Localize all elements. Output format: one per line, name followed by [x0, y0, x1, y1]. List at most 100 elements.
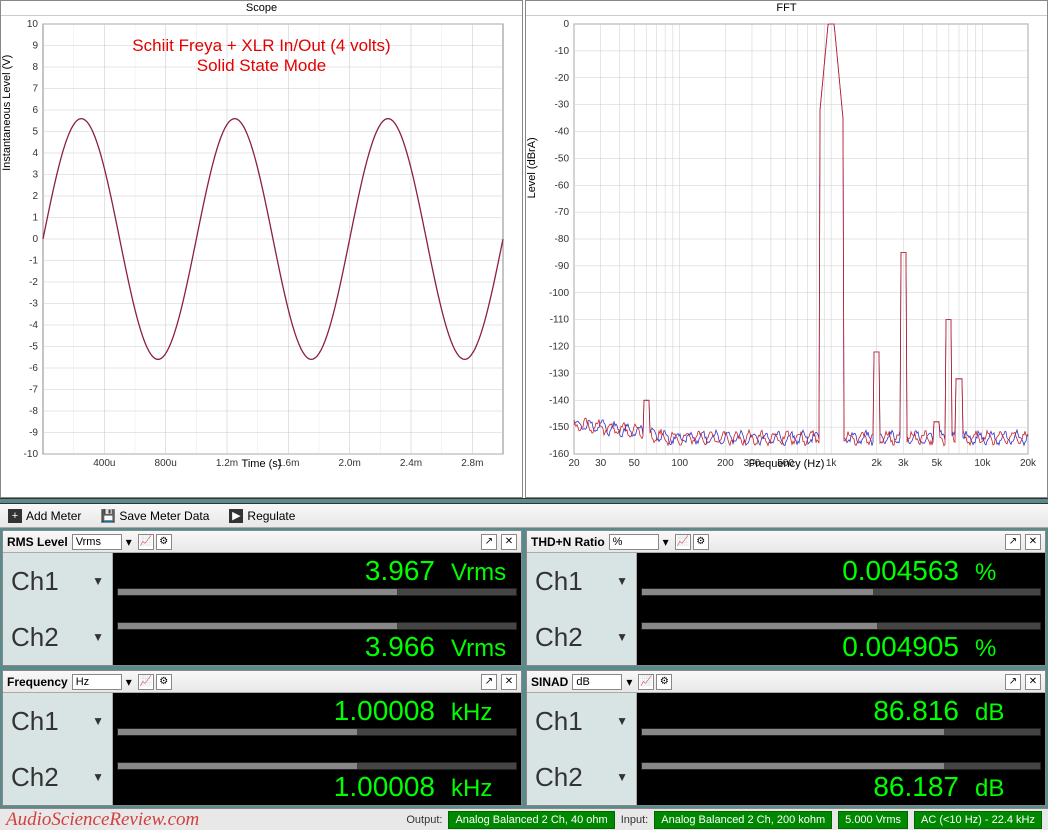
svg-text:1: 1: [32, 213, 38, 224]
thdn-ch2-unit: %: [975, 635, 1035, 663]
svg-text:1k: 1k: [826, 458, 838, 469]
sinad-ch2-label[interactable]: Ch2▼: [527, 749, 637, 805]
popout-icon[interactable]: ↗: [481, 534, 497, 550]
status-bar: AudioScienceReview.com Output: Analog Ba…: [0, 808, 1048, 830]
close-icon[interactable]: ✕: [1025, 534, 1041, 550]
freq-ch2-label[interactable]: Ch2▼: [3, 749, 113, 805]
svg-text:7: 7: [32, 84, 38, 95]
svg-text:3k: 3k: [898, 458, 910, 469]
svg-text:20: 20: [568, 458, 580, 469]
rms-ch2-value: 3.966: [365, 631, 435, 663]
rms-ch1-label[interactable]: Ch1▼: [3, 553, 113, 609]
chevron-down-icon[interactable]: ▼: [92, 574, 104, 588]
chevron-down-icon[interactable]: ▼: [616, 574, 628, 588]
rms-ch2-label[interactable]: Ch2▼: [3, 609, 113, 665]
sinad-ch1-unit: dB: [975, 699, 1035, 727]
thdn-unit-select[interactable]: %: [609, 534, 659, 550]
scope-xlabel: Time (s): [242, 458, 282, 470]
svg-text:10: 10: [27, 19, 39, 30]
add-meter-button[interactable]: + Add Meter: [4, 507, 85, 525]
freq-ch2-unit: kHz: [451, 775, 511, 803]
sinad-unit-select[interactable]: dB: [572, 674, 622, 690]
gear-icon[interactable]: ⚙: [693, 534, 709, 550]
svg-text:100: 100: [671, 458, 688, 469]
meters-grid: RMS Level Vrms▾ 📈 ⚙ ↗ ✕ Ch1▼ 3.967Vrms C…: [0, 528, 1048, 808]
chevron-down-icon[interactable]: ▼: [616, 714, 628, 728]
thdn-ch1-value: 0.004563: [842, 555, 959, 587]
output-badge[interactable]: Analog Balanced 2 Ch, 40 ohm: [448, 811, 614, 829]
bw-badge[interactable]: AC (<10 Hz) - 22.4 kHz: [914, 811, 1042, 829]
svg-text:20k: 20k: [1020, 458, 1037, 469]
chevron-down-icon[interactable]: ▼: [92, 714, 104, 728]
chevron-down-icon[interactable]: ▼: [92, 770, 104, 784]
regulate-label: Regulate: [247, 509, 295, 523]
rms-ch2-unit: Vrms: [451, 635, 511, 663]
thdn-ch2-value: 0.004905: [842, 631, 959, 663]
chevron-down-icon[interactable]: ▼: [616, 630, 628, 644]
svg-text:-8: -8: [29, 406, 38, 417]
svg-text:-20: -20: [555, 73, 570, 84]
close-icon[interactable]: ✕: [501, 534, 517, 550]
svg-text:2: 2: [32, 191, 38, 202]
svg-text:2.8m: 2.8m: [461, 458, 483, 469]
sinad-panel: SINAD dB▾ 📈 ⚙ ↗ ✕ Ch1▼ 86.816dB Ch2▼: [526, 670, 1046, 806]
svg-text:10k: 10k: [974, 458, 991, 469]
svg-text:-9: -9: [29, 428, 38, 439]
freq-ch1-label[interactable]: Ch1▼: [3, 693, 113, 749]
thdn-ch1-label[interactable]: Ch1▼: [527, 553, 637, 609]
fft-panel: FFT 0-10-20-30-40-50-60-70-80-90-100-110…: [525, 0, 1048, 498]
thdn-panel: THD+N Ratio %▾ 📈 ⚙ ↗ ✕ Ch1▼ 0.004563% Ch…: [526, 530, 1046, 666]
svg-text:-110: -110: [550, 315, 570, 326]
popout-icon[interactable]: ↗: [1005, 534, 1021, 550]
freq-ch1-unit: kHz: [451, 699, 511, 727]
scope-chart-area[interactable]: Schiit Freya + XLR In/Out (4 volts) Soli…: [1, 16, 522, 476]
thdn-header: THD+N Ratio %▾ 📈 ⚙ ↗ ✕: [527, 531, 1045, 553]
regulate-button[interactable]: ▶ Regulate: [225, 507, 299, 525]
svg-text:0: 0: [563, 19, 569, 30]
svg-text:-1: -1: [29, 256, 38, 267]
chevron-down-icon[interactable]: ▼: [616, 770, 628, 784]
thdn-ch1-unit: %: [975, 559, 1035, 587]
rms-ch1-value: 3.967: [365, 555, 435, 587]
dropdown-arrow-icon[interactable]: ▾: [126, 675, 132, 689]
freq-unit-select[interactable]: Hz: [72, 674, 122, 690]
level-badge[interactable]: 5.000 Vrms: [838, 811, 908, 829]
scope-panel: Scope Schiit Freya + XLR In/Out (4 volts…: [0, 0, 523, 498]
dropdown-arrow-icon[interactable]: ▾: [663, 535, 669, 549]
sinad-ch2-value: 86.187: [873, 771, 959, 803]
popout-icon[interactable]: ↗: [1005, 674, 1021, 690]
dropdown-arrow-icon[interactable]: ▾: [126, 535, 132, 549]
close-icon[interactable]: ✕: [501, 674, 517, 690]
gear-icon[interactable]: ⚙: [656, 674, 672, 690]
svg-text:200: 200: [717, 458, 734, 469]
graph-icon[interactable]: 📈: [675, 534, 691, 550]
rms-unit-select[interactable]: Vrms: [72, 534, 122, 550]
close-icon[interactable]: ✕: [1025, 674, 1041, 690]
graph-icon[interactable]: 📈: [138, 534, 154, 550]
rms-ch2-bar: [117, 622, 517, 630]
graph-icon[interactable]: 📈: [638, 674, 654, 690]
svg-text:-120: -120: [549, 342, 569, 353]
svg-text:-10: -10: [24, 449, 39, 460]
graph-icon[interactable]: 📈: [138, 674, 154, 690]
chevron-down-icon[interactable]: ▼: [92, 630, 104, 644]
popout-icon[interactable]: ↗: [481, 674, 497, 690]
rms-header: RMS Level Vrms▾ 📈 ⚙ ↗ ✕: [3, 531, 521, 553]
input-badge[interactable]: Analog Balanced 2 Ch, 200 kohm: [654, 811, 832, 829]
save-meter-data-button[interactable]: 💾 Save Meter Data: [97, 507, 213, 525]
gear-icon[interactable]: ⚙: [156, 534, 172, 550]
sinad-ch1-label[interactable]: Ch1▼: [527, 693, 637, 749]
gear-icon[interactable]: ⚙: [156, 674, 172, 690]
svg-text:-6: -6: [29, 363, 38, 374]
thdn-ch2-bar: [641, 622, 1041, 630]
freq-ch2-bar: [117, 762, 517, 770]
svg-text:-40: -40: [555, 127, 570, 138]
frequency-panel: Frequency Hz▾ 📈 ⚙ ↗ ✕ Ch1▼ 1.00008kHz Ch…: [2, 670, 522, 806]
thdn-ch2-label[interactable]: Ch2▼: [527, 609, 637, 665]
svg-text:-5: -5: [29, 342, 38, 353]
dropdown-arrow-icon[interactable]: ▾: [626, 675, 632, 689]
sinad-header: SINAD dB▾ 📈 ⚙ ↗ ✕: [527, 671, 1045, 693]
fft-chart-area[interactable]: 0-10-20-30-40-50-60-70-80-90-100-110-120…: [526, 16, 1047, 476]
fft-ylabel: Level (dBrA): [526, 137, 538, 198]
svg-text:5k: 5k: [932, 458, 944, 469]
